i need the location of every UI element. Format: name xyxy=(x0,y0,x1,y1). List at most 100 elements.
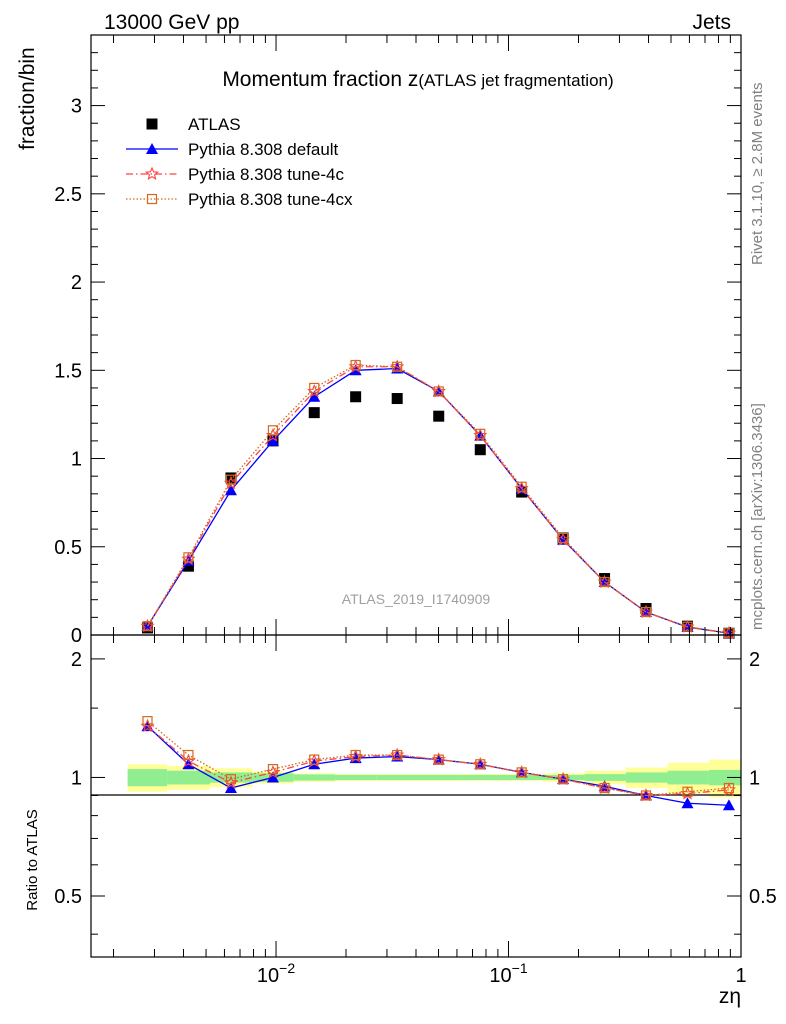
energy-label: 13000 GeV pp xyxy=(104,11,239,34)
ratio-band-inner xyxy=(293,774,336,781)
legend-label-pythia-8-308-default: Pythia 8.308 default xyxy=(188,140,339,159)
data-point-pythia-8-308-default xyxy=(266,434,279,446)
ratio-band-inner xyxy=(459,774,502,781)
legend-label-pythia-8-308-tune-4c: Pythia 8.308 tune-4c xyxy=(188,165,344,184)
data-point-pythia-8-308-tune-4cx xyxy=(433,386,444,397)
data-point-atlas xyxy=(391,393,403,405)
chart-title-main: Momentum fraction z xyxy=(222,68,418,91)
ratio-point-pythia-8-308-tune-4cx xyxy=(225,774,237,785)
data-point-pythia-8-308-tune-4cx xyxy=(516,481,527,492)
main-plot-axes: 0 0.5 1 1.5 2 2.5 3 xyxy=(54,34,742,647)
data-point-pythia-8-308-tune-4cx xyxy=(183,552,194,563)
x-tick-label-exponent: −2 xyxy=(279,960,295,976)
data-point-atlas xyxy=(474,444,486,456)
y-tick-label: 3 xyxy=(71,96,82,118)
y-tick-label: 2 xyxy=(71,272,82,294)
ratio-plot-marks xyxy=(140,716,736,811)
ratio-band-inner xyxy=(167,770,211,785)
chart-title-sub: (ATLAS jet fragmentation) xyxy=(418,71,613,90)
ratio-point-pythia-8-308-tune-4cx xyxy=(309,754,320,765)
ratio-point-pythia-8-308-default xyxy=(266,771,279,783)
data-point-pythia-8-308-tune-4cx xyxy=(682,621,693,632)
chart-title: Momentum fraction z(ATLAS jet fragmentat… xyxy=(222,68,613,91)
legend-marker-atlas xyxy=(146,118,158,130)
data-point-pythia-8-308-tune-4cx xyxy=(350,359,361,371)
ratio-y-tick-label-left: 2 xyxy=(71,649,82,671)
data-point-pythia-8-308-tune-4cx xyxy=(599,576,610,588)
x-tick-label-base: 10 xyxy=(489,965,511,987)
x-axis-tick-labels: 10−2 10−1 1 xyxy=(257,960,747,987)
y-tick-label: 0 xyxy=(71,625,82,647)
ratio-point-pythia-8-308-tune-4cx xyxy=(183,749,194,761)
ratio-y-tick-label-right: 1 xyxy=(749,767,760,789)
data-point-pythia-8-308-tune-4cx xyxy=(475,428,486,439)
ratio-point-pythia-8-308-tune-4cx xyxy=(723,782,735,794)
ratio-uncertainty-bands xyxy=(127,759,741,798)
x-tick-label: 10−2 xyxy=(257,960,295,987)
ratio-line-pythia-8-308-tune-4cx xyxy=(147,720,729,797)
ratio-band-inner xyxy=(667,770,709,785)
x-tick-label-base: 1 xyxy=(735,965,746,987)
x-tick-label-exponent: −1 xyxy=(512,960,528,976)
legend-marker-pythia-8-308-default xyxy=(146,143,158,154)
ratio-point-pythia-8-308-tune-4cx xyxy=(640,790,652,801)
mcplots-note: mcplots.cern.ch [arXiv:1306.3436] xyxy=(749,403,766,630)
ratio-band-inner xyxy=(625,772,668,783)
ratio-plot-panel: 0.5 0.51 12 2 Ratio to ATLAS 10−2 10−1 1 zη xyxy=(24,634,777,1008)
series-line-pythia-8-308-tune-4cx xyxy=(146,364,730,634)
main-y-axis-label: fraction/bin xyxy=(16,47,39,150)
data-point-atlas xyxy=(350,391,362,403)
data-point-pythia-8-308-tune-4cx xyxy=(225,474,237,485)
data-point-pythia-8-308-tune-4cx xyxy=(640,606,652,618)
data-point-atlas xyxy=(308,407,320,419)
ratio-band-inner xyxy=(335,774,377,781)
series-line-pythia-8-308-tune-4c xyxy=(146,366,730,634)
legend: ATLAS Pythia 8.308 default Pythia 8.308 tu… xyxy=(126,115,353,209)
ratio-y-tick-label-left: 1 xyxy=(71,767,82,789)
ratio-band-inner xyxy=(584,774,626,781)
ratio-y-tick-label-left: 0.5 xyxy=(54,886,82,908)
x-tick-label: 1 xyxy=(735,965,746,987)
y-tick-label: 0.5 xyxy=(54,537,82,559)
ratio-point-pythia-8-308-default xyxy=(224,782,237,794)
data-point-pythia-8-308-tune-4cx xyxy=(309,382,320,394)
legend-label-pythia-8-308-tune-4cx: Pythia 8.308 tune-4cx xyxy=(188,190,353,209)
ratio-point-pythia-8-308-tune-4cx xyxy=(350,749,361,761)
ratio-point-pythia-8-308-default xyxy=(722,799,735,811)
ratio-band-inner xyxy=(376,774,419,781)
ratio-band-inner xyxy=(708,769,741,786)
legend-marker-pythia-8-308-tune-4c xyxy=(144,166,160,181)
main-plot-panel: 0 0.5 1 1.5 2 2.5 3 Momentum fraction z(ATLAS … xyxy=(16,34,742,647)
x-tick-label: 10−1 xyxy=(489,960,527,987)
ratio-y-tick-label-right: 0.5 xyxy=(749,886,777,908)
ratio-point-pythia-8-308-tune-4cx xyxy=(557,774,569,785)
ratio-y-tick-label-right: 2 xyxy=(749,649,760,671)
x-axis-label: zη xyxy=(719,985,741,1008)
legend-label-atlas: ATLAS xyxy=(188,115,241,134)
main-plot-marks xyxy=(140,359,736,640)
data-point-pythia-8-308-tune-4cx xyxy=(723,628,735,639)
y-tick-label: 1.5 xyxy=(54,360,82,382)
y-tick-label: 1 xyxy=(71,449,82,471)
data-point-atlas xyxy=(182,560,194,572)
data-point-pythia-8-308-tune-4cx xyxy=(142,621,153,632)
x-tick-label-base: 10 xyxy=(257,965,279,987)
data-point-pythia-8-308-tune-4cx xyxy=(392,361,403,372)
ratio-point-pythia-8-308-tune-4cx xyxy=(682,786,693,797)
ratio-point-pythia-8-308-tune-4cx xyxy=(599,782,610,794)
ratio-band-inner xyxy=(418,774,460,781)
rivet-note: Rivet 3.1.10, ≥ 2.8M events xyxy=(749,83,766,266)
ratio-point-pythia-8-308-default xyxy=(681,797,694,809)
ratio-point-pythia-8-308-tune-4cx xyxy=(142,716,153,727)
ratio-band-inner xyxy=(127,769,168,787)
analysis-watermark: ATLAS_2019_I1740909 xyxy=(342,591,491,607)
ratio-point-pythia-8-308-tune-4cx xyxy=(475,759,486,770)
ratio-point-pythia-8-308-tune-4cx xyxy=(267,764,279,775)
data-point-pythia-8-308-default xyxy=(308,390,321,402)
ratio-point-pythia-8-308-tune-4cx xyxy=(392,749,403,761)
data-point-atlas xyxy=(433,410,445,422)
legend-marker-pythia-8-308-tune-4cx xyxy=(146,193,158,205)
jets-label: Jets xyxy=(692,11,731,34)
data-point-pythia-8-308-tune-4cx xyxy=(557,532,569,544)
